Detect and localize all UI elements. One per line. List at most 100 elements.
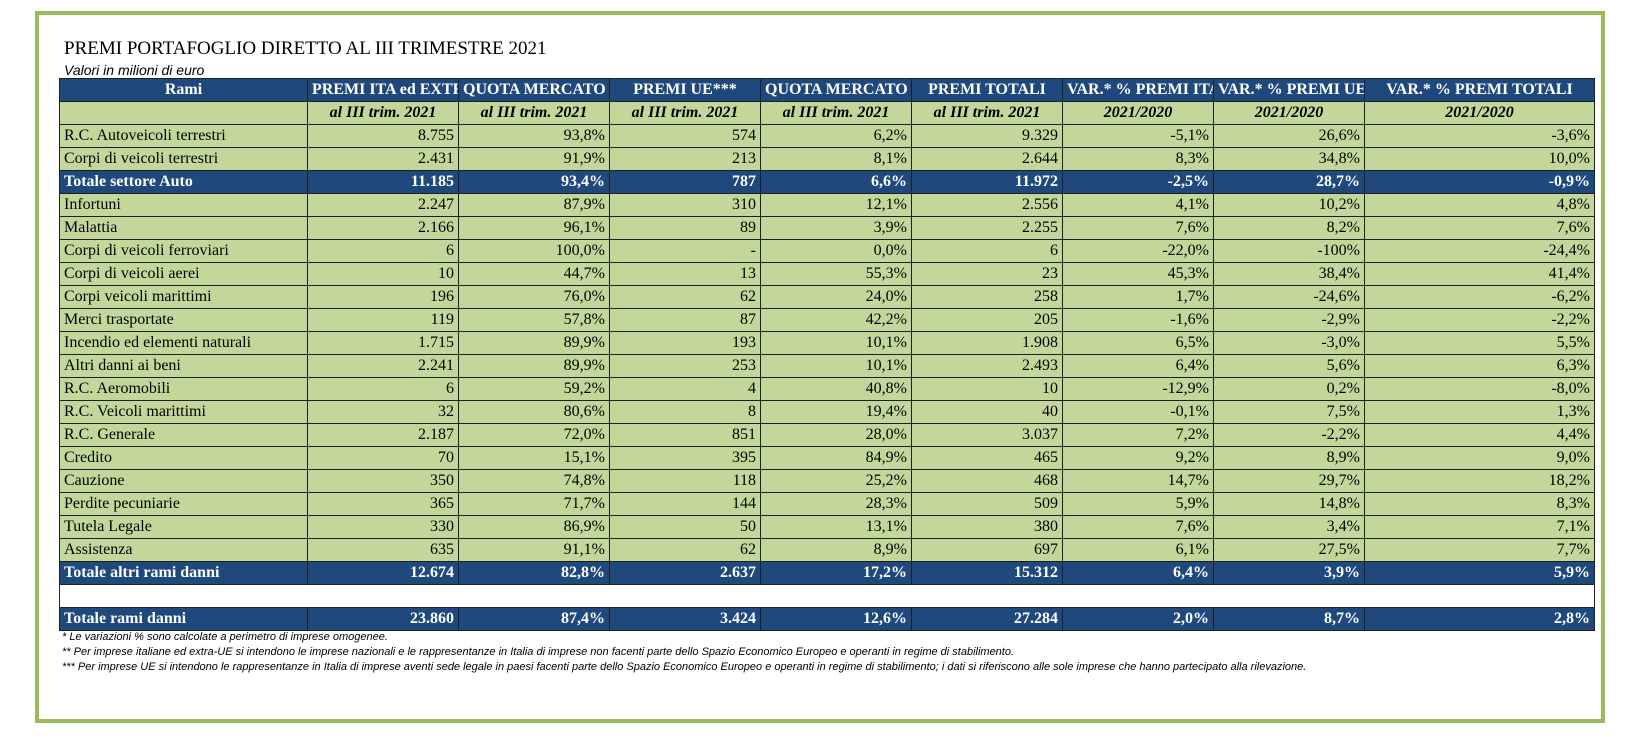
table-cell: 509 — [911, 492, 1063, 516]
table-cell: 6,6% — [760, 170, 912, 194]
table-cell: 76,0% — [458, 285, 610, 309]
table-cell: 144 — [609, 492, 761, 516]
table-cell: -6,2% — [1364, 285, 1595, 309]
row-label: Tutela Legale — [59, 515, 308, 539]
table-cell: VAR.* % PREMI TOTALI — [1364, 78, 1595, 102]
table-cell: 330 — [307, 515, 459, 539]
table-cell: 13,1% — [760, 515, 912, 539]
table-cell: 10 — [911, 377, 1063, 401]
table-cell: 27.284 — [911, 607, 1063, 631]
table-cell: 2021/2020 — [1213, 101, 1365, 125]
document-frame: PREMI PORTAFOGLIO DIRETTO AL III TRIMEST… — [35, 11, 1605, 723]
table-cell: 10 — [307, 262, 459, 286]
table-cell: 87,4% — [458, 607, 610, 631]
table-cell: 23 — [911, 262, 1063, 286]
table-cell: 2.556 — [911, 193, 1063, 217]
table-cell: PREMI ITA ed EXTRA UE** — [307, 78, 459, 102]
footnotes: * Le variazioni % sono calcolate a perim… — [62, 630, 1306, 675]
row-label: Merci trasportate — [59, 308, 308, 332]
table-cell: 8,2% — [1213, 216, 1365, 240]
table-cell: 7,6% — [1364, 216, 1595, 240]
table-cell: 86,9% — [458, 515, 610, 539]
table-cell: VAR.* % PREMI ITA ed EXTRA UE — [1062, 78, 1214, 102]
table-row: Credito 70 15,1% 395 84,9% 465 9,2% 8,9% 9,0% — [59, 446, 1595, 470]
table-cell: 71,7% — [458, 492, 610, 516]
table-cell: 50 — [609, 515, 761, 539]
table-cell: QUOTA MERCATO ITA ed EXTRA UE — [458, 78, 610, 102]
table-cell: 5,9% — [1062, 492, 1214, 516]
table-cell: 7,5% — [1213, 400, 1365, 424]
table-cell: 193 — [609, 331, 761, 355]
table-cell: -100% — [1213, 239, 1365, 263]
table-cell: 5,9% — [1364, 561, 1595, 585]
table-cell: 6,5% — [1062, 331, 1214, 355]
table-cell: 11.185 — [307, 170, 459, 194]
spacer-row — [59, 584, 1595, 608]
table-cell: 84,9% — [760, 446, 912, 470]
table-cell: -2,2% — [1364, 308, 1595, 332]
table-cell: 365 — [307, 492, 459, 516]
table-cell: 15.312 — [911, 561, 1063, 585]
table-cell: 91,9% — [458, 147, 610, 171]
table-cell: 91,1% — [458, 538, 610, 562]
table-cell: 59,2% — [458, 377, 610, 401]
table-cell: 574 — [609, 124, 761, 148]
table-cell: 8,3% — [1062, 147, 1214, 171]
table-cell: VAR.* % PREMI UE — [1213, 78, 1365, 102]
table-cell: 8,9% — [1213, 446, 1365, 470]
table-cell: 27,5% — [1213, 538, 1365, 562]
table-cell: al III trim. 2021 — [911, 101, 1063, 125]
table-cell: 6,2% — [760, 124, 912, 148]
table-cell: 18,2% — [1364, 469, 1595, 493]
table-cell: 465 — [911, 446, 1063, 470]
row-label — [59, 101, 308, 125]
total-row-other: Totale altri rami danni 12.674 82,8% 2.637 1… — [59, 561, 1595, 585]
table-cell: 80,6% — [458, 400, 610, 424]
table-cell: 87,9% — [458, 193, 610, 217]
table-cell: 8,1% — [760, 147, 912, 171]
table-row: Malattia 2.166 96,1% 89 3,9% 2.255 7,6% 8,2% 7,6… — [59, 216, 1595, 240]
table-cell: al III trim. 2021 — [760, 101, 912, 125]
table-cell: 6 — [307, 239, 459, 263]
table-cell: -24,4% — [1364, 239, 1595, 263]
table-row: Altri danni ai beni 2.241 89,9% 253 10,1% 2.4… — [59, 354, 1595, 378]
table-cell: 0,2% — [1213, 377, 1365, 401]
total-row-auto: Totale settore Auto 11.185 93,4% 787 6,6% 11.… — [59, 170, 1595, 194]
table-cell: 6,4% — [1062, 561, 1214, 585]
table-cell: 55,3% — [760, 262, 912, 286]
table-cell: 5,6% — [1213, 354, 1365, 378]
table-cell: 40 — [911, 400, 1063, 424]
table-cell: 12,6% — [760, 607, 912, 631]
table-cell: 380 — [911, 515, 1063, 539]
table-cell: 82,8% — [458, 561, 610, 585]
table-cell: 6,1% — [1062, 538, 1214, 562]
row-label: Totale settore Auto — [59, 170, 308, 194]
table-cell: 62 — [609, 285, 761, 309]
table-row: Tutela Legale 330 86,9% 50 13,1% 380 7,6% 3,4% 7… — [59, 515, 1595, 539]
row-label: Corpi di veicoli aerei — [59, 262, 308, 286]
table-cell: 89 — [609, 216, 761, 240]
table-row: R.C. Generale 2.187 72,0% 851 28,0% 3.037 7,2%… — [59, 423, 1595, 447]
table-cell: 2.637 — [609, 561, 761, 585]
page-subtitle: Valori in milioni di euro — [64, 62, 205, 78]
table-cell: -2,9% — [1213, 308, 1365, 332]
table-row: Cauzione 350 74,8% 118 25,2% 468 14,7% 29,7% 18,… — [59, 469, 1595, 493]
table-row: Corpi di veicoli terrestri 2.431 91,9% 213 8… — [59, 147, 1595, 171]
table-row: Merci trasportate 119 57,8% 87 42,2% 205 -1,6%… — [59, 308, 1595, 332]
table-row: Perdite pecuniarie 365 71,7% 144 28,3% 509 5,9… — [59, 492, 1595, 516]
table-cell: 3,4% — [1213, 515, 1365, 539]
table-cell: 10,1% — [760, 331, 912, 355]
row-label: R.C. Aeromobili — [59, 377, 308, 401]
table-cell: 74,8% — [458, 469, 610, 493]
table-cell: 14,7% — [1062, 469, 1214, 493]
table-cell: 851 — [609, 423, 761, 447]
table-cell: 24,0% — [760, 285, 912, 309]
table-cell: 4,4% — [1364, 423, 1595, 447]
table-cell: 6 — [307, 377, 459, 401]
table-cell: 45,3% — [1062, 262, 1214, 286]
row-label: Cauzione — [59, 469, 308, 493]
table-cell: -5,1% — [1062, 124, 1214, 148]
row-label: Perdite pecuniarie — [59, 492, 308, 516]
table-cell: 2.255 — [911, 216, 1063, 240]
table-cell: 8.755 — [307, 124, 459, 148]
